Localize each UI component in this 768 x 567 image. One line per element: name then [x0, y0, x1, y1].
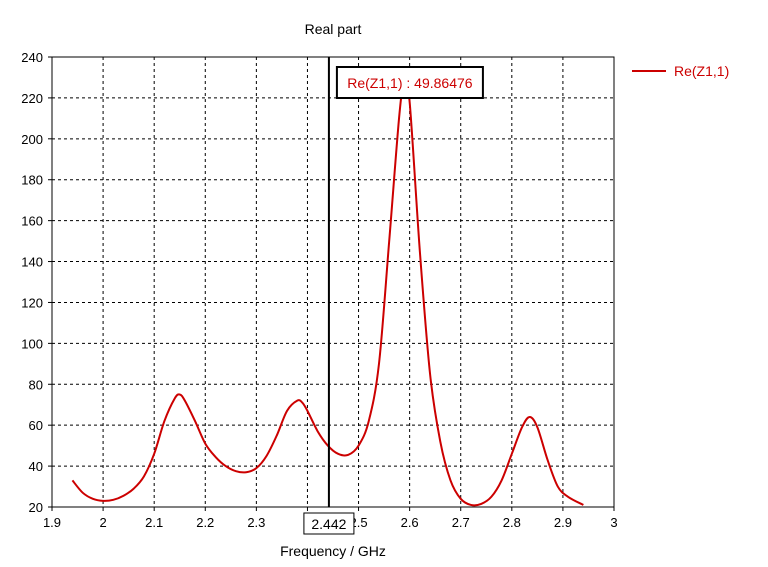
y-tick-label: 60 [29, 418, 43, 433]
series-line-re-z11 [71, 78, 584, 507]
x-tick-label: 2.1 [145, 515, 163, 530]
marker-x-value: 2.442 [311, 516, 346, 532]
y-tick-label: 80 [29, 377, 43, 392]
y-axis-ticks: 20 40 60 80 100 120 140 160 180 200 220 240 [21, 50, 52, 515]
grid [52, 57, 614, 507]
y-tick-label: 40 [29, 459, 43, 474]
x-tick-label: 2.2 [196, 515, 214, 530]
legend: Re(Z1,1) [632, 63, 729, 79]
y-tick-label: 160 [21, 214, 43, 229]
y-tick-label: 140 [21, 255, 43, 270]
legend-label-re-z11: Re(Z1,1) [674, 63, 729, 79]
x-tick-label: 2.8 [503, 515, 521, 530]
x-tick-label: 2.3 [247, 515, 265, 530]
y-tick-label: 20 [29, 500, 43, 515]
x-tick-label: 2.9 [554, 515, 572, 530]
y-tick-label: 220 [21, 91, 43, 106]
x-axis-label: Frequency / GHz [280, 543, 386, 559]
y-tick-label: 120 [21, 295, 43, 310]
x-tick-label: 2 [99, 515, 106, 530]
plot-area-frame [51, 56, 615, 508]
x-tick-label: 1.9 [43, 515, 61, 530]
marker-annotation-text: Re(Z1,1) : 49.86476 [347, 75, 473, 91]
x-tick-label: 3 [610, 515, 617, 530]
y-tick-label: 180 [21, 173, 43, 188]
marker-x-box[interactable] [303, 512, 355, 535]
x-tick-label: 2.6 [401, 515, 419, 530]
marker[interactable]: 2.442 Re(Z1,1) : 49.86476 [303, 57, 484, 535]
y-tick-label: 200 [21, 132, 43, 147]
x-tick-label: 2.7 [452, 515, 470, 530]
y-tick-label: 240 [21, 50, 43, 65]
marker-annotation-box [335, 66, 484, 99]
chart-title: Real part [305, 21, 362, 37]
y-tick-label: 100 [21, 336, 43, 351]
